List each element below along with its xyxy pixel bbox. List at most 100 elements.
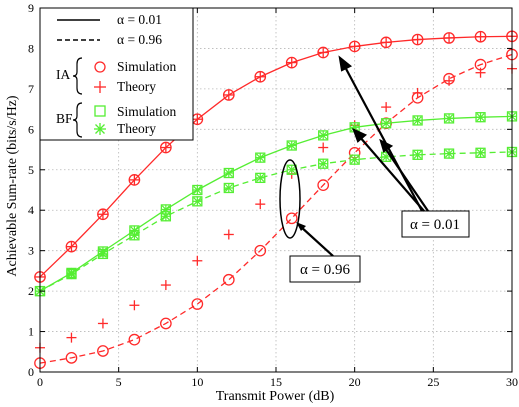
theory-star-marker — [444, 148, 455, 159]
simulation-circle-marker — [65, 351, 78, 364]
legend-ia-brace — [72, 57, 83, 95]
simulation-circle-marker — [222, 89, 235, 101]
theory-plus-marker — [381, 37, 392, 48]
legend-bf-simulation-label: Simulation — [117, 104, 177, 119]
simulation-circle-marker — [128, 333, 141, 346]
legend-bf-theory-marker — [94, 123, 106, 135]
theory-star-marker — [318, 130, 329, 141]
theory-plus-marker — [160, 142, 171, 153]
theory-plus-marker — [192, 114, 203, 125]
legend-bf-label: BF — [56, 111, 73, 126]
y-tick-label: 1 — [28, 325, 34, 339]
legend-bf-brace — [72, 102, 83, 138]
theory-plus-marker — [318, 47, 329, 58]
theory-plus-marker — [255, 199, 266, 210]
legend-bf-theory-label: Theory — [117, 121, 156, 136]
axis-ticks: 0 5 10 15 20 25 30 0 1 2 3 4 5 6 7 8 9 — [28, 1, 518, 389]
theory-star-marker — [223, 182, 234, 193]
simulation-circle-marker — [160, 141, 172, 154]
theory-star-marker — [349, 154, 360, 165]
simulation-circle-marker — [380, 36, 392, 49]
theory-star-marker — [255, 152, 266, 163]
legend-ia-simulation-marker — [94, 61, 106, 73]
simulation-circle-marker — [317, 46, 330, 59]
annotation-alpha-high-box — [289, 255, 361, 283]
series-line — [39, 115, 513, 292]
annotation-alpha-low-text: α = 0.01 — [410, 217, 460, 233]
simulation-circle-marker — [474, 30, 487, 43]
series-line — [39, 53, 513, 364]
theory-star-marker — [160, 211, 171, 222]
legend-alpha-high-label: α = 0.96 — [117, 32, 162, 47]
theory-plus-marker — [381, 102, 392, 113]
simulation-circle-marker — [254, 244, 267, 257]
theory-plus-marker — [223, 229, 234, 240]
y-tick-label: 4 — [28, 203, 34, 217]
x-tick-label: 10 — [191, 375, 203, 389]
annotation-alpha-high-text: α = 0.96 — [300, 262, 351, 278]
theory-plus-marker — [412, 34, 423, 45]
theory-star-marker — [66, 269, 77, 280]
y-tick-label: 0 — [28, 365, 34, 379]
theory-plus-marker — [318, 142, 329, 153]
legend-alpha-low-label: α = 0.01 — [117, 12, 162, 27]
theory-plus-marker — [129, 300, 140, 311]
theory-plus-marker — [444, 32, 455, 43]
theory-plus-marker — [66, 332, 77, 343]
theory-plus-marker — [160, 280, 171, 291]
x-tick-label: 5 — [116, 375, 122, 389]
x-tick-label: 0 — [37, 375, 43, 389]
x-tick-label: 20 — [349, 375, 361, 389]
theory-star-marker — [318, 158, 329, 169]
legend-bf-simulation-marker — [94, 105, 106, 117]
annotation-alpha-low-box — [401, 210, 470, 238]
theory-star-marker — [223, 168, 234, 179]
theory-star-marker — [475, 112, 486, 123]
theory-star-marker — [286, 164, 297, 175]
simulation-circle-marker — [348, 40, 361, 53]
annotation-alpha-low: α = 0.01 — [338, 55, 470, 238]
theory-star-marker — [286, 140, 297, 151]
legend-box — [39, 7, 194, 141]
theory-plus-marker — [192, 255, 203, 266]
series-line — [39, 151, 513, 292]
annotation-alpha-high-arrowhead — [296, 222, 306, 231]
y-tick-label: 6 — [28, 122, 34, 136]
annotation-alpha-low-arrows — [338, 55, 429, 212]
theory-star-marker — [192, 196, 203, 207]
theory-plus-marker — [444, 75, 455, 86]
theory-plus-marker — [475, 31, 486, 42]
theory-star-marker — [129, 230, 140, 241]
theory-plus-marker — [97, 318, 108, 329]
annotation-alpha-high-ellipse — [279, 159, 301, 239]
simulation-circle-marker — [254, 70, 267, 83]
legend: α = 0.01 α = 0.96 IA Simulation Theory B… — [39, 7, 194, 141]
y-axis-label: Achievable Sum-rate (bits/s/Hz) — [5, 95, 20, 277]
simulation-circle-marker — [443, 32, 455, 44]
x-tick-label: 25 — [427, 375, 439, 389]
legend-ia-label: IA — [56, 67, 70, 82]
theory-star-marker — [381, 118, 392, 129]
simulation-circle-marker — [411, 33, 424, 46]
theory-plus-marker — [97, 209, 108, 220]
simulation-circle-marker — [191, 298, 204, 310]
annotation-alpha-high: α = 0.96 — [279, 159, 361, 283]
theory-star-marker — [412, 115, 423, 126]
simulation-circle-marker — [285, 56, 298, 69]
x-tick-label: 30 — [506, 375, 518, 389]
theory-plus-marker — [286, 57, 297, 68]
y-tick-label: 2 — [28, 284, 34, 298]
simulation-circle-marker — [97, 208, 109, 221]
theory-star-marker — [97, 248, 108, 259]
theory-plus-marker — [223, 89, 234, 100]
theory-plus-marker — [412, 87, 423, 98]
y-tick-label: 9 — [28, 1, 34, 15]
simulation-circle-marker — [97, 345, 109, 357]
y-tick-label: 8 — [28, 41, 34, 55]
theory-plus-marker — [66, 241, 77, 252]
annotation-alpha-high-arrow — [299, 225, 334, 257]
theory-plus-marker — [129, 174, 140, 185]
theory-plus-marker — [475, 67, 486, 78]
simulation-circle-marker — [222, 273, 235, 286]
